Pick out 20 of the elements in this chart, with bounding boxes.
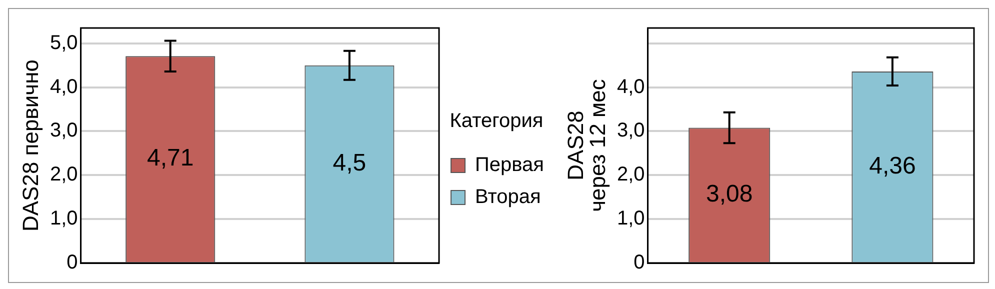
data-label: 4,71 — [147, 144, 194, 172]
y-tick-label: 1,0 — [616, 208, 645, 230]
y-tick-label: 4,0 — [616, 76, 645, 98]
y-tick-label: 5,0 — [50, 32, 78, 54]
y-tick-label: 2,0 — [616, 164, 645, 186]
y-tick-label: 3,0 — [50, 120, 78, 142]
y-tick-label: 2,0 — [50, 164, 78, 186]
legend-title: Категория — [450, 110, 544, 132]
legend-label: Первая — [475, 154, 544, 176]
y-tick-label: 1,0 — [50, 208, 78, 230]
y-tick-label: 4,0 — [50, 76, 78, 98]
data-label: 4,5 — [332, 149, 366, 176]
y-axis-title: DAS28 через 12 мес — [563, 79, 610, 212]
y-tick-label: 0 — [634, 252, 645, 274]
legend-label: Вторая — [475, 186, 541, 208]
y-tick-label: 0 — [66, 252, 78, 274]
data-label: 3,08 — [706, 180, 753, 208]
data-label: 4,36 — [869, 152, 916, 180]
y-tick-label: 3,0 — [616, 120, 645, 142]
y-axis-title: DAS28 первично — [18, 59, 44, 232]
